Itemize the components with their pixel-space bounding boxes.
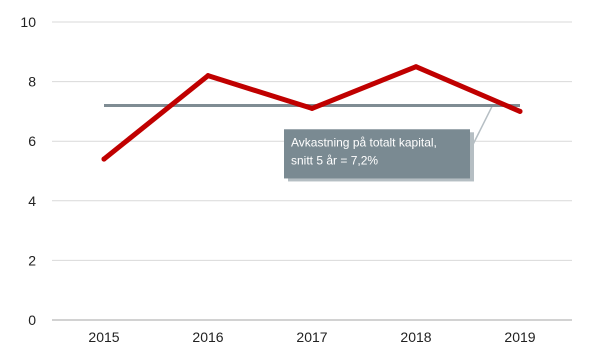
callout-text-line-2: snitt 5 år = 7,2% <box>291 153 378 167</box>
data-point <box>517 108 523 114</box>
x-tick-label: 2016 <box>192 329 223 345</box>
series-lines <box>101 64 523 162</box>
y-tick-label: 10 <box>20 14 36 30</box>
callout-box <box>284 129 470 179</box>
x-tick-label: 2017 <box>296 329 327 345</box>
y-tick-label: 0 <box>28 312 36 328</box>
x-tick-label: 2018 <box>400 329 431 345</box>
y-tick-label: 6 <box>28 133 36 149</box>
x-tick-label: 2015 <box>88 329 119 345</box>
x-tick-label: 2019 <box>504 329 535 345</box>
data-point <box>101 156 107 162</box>
y-tick-label: 8 <box>28 74 36 90</box>
data-point <box>413 64 419 70</box>
gridlines <box>52 21 572 321</box>
callout-text-line-1: Avkastning på totalt kapital, <box>291 135 437 149</box>
y-axis-tick-labels: 0 2 4 6 8 10 <box>20 14 36 328</box>
y-tick-label: 2 <box>28 252 36 268</box>
callout-leader-line <box>471 106 493 147</box>
data-point <box>309 105 315 111</box>
y-tick-label: 4 <box>28 193 36 209</box>
annotation-callout: Avkastning på totalt kapital, snitt 5 år… <box>284 106 493 182</box>
data-point <box>205 73 211 79</box>
x-axis-tick-labels: 2015 2016 2017 2018 2019 <box>88 329 535 345</box>
